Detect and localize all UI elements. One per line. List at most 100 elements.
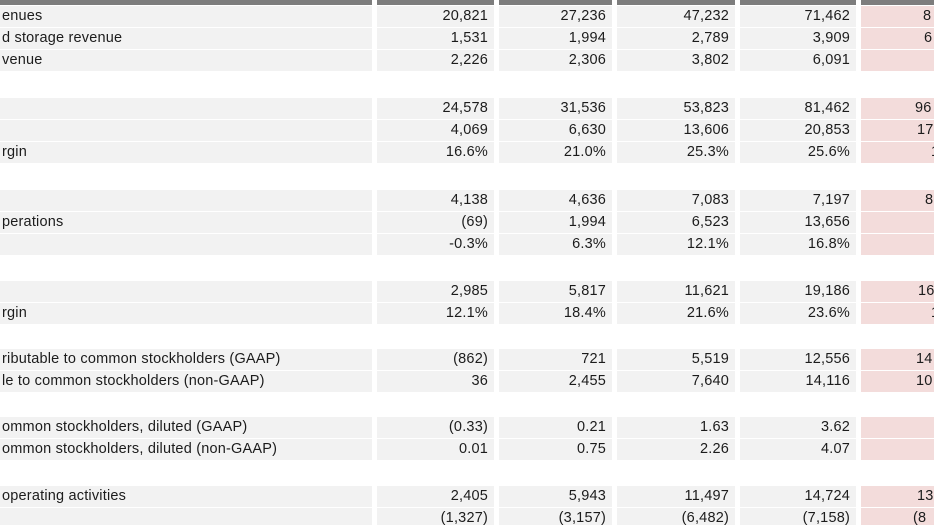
row-label: d storage revenue	[0, 28, 372, 49]
clipped-value: 6	[924, 30, 933, 46]
value-cell: 7,197	[740, 190, 856, 211]
value-cell: 12.1%	[377, 303, 494, 324]
value-cell: 25.3%	[617, 142, 735, 163]
value-cell: 7,083	[617, 190, 735, 211]
value-cell: 5,817	[499, 281, 612, 302]
value-cell: 2,226	[377, 50, 494, 71]
value-cell: 2,455	[499, 371, 612, 392]
highlight-cell	[861, 417, 934, 438]
value-cell: (69)	[377, 212, 494, 233]
value-cell: 3,802	[617, 50, 735, 71]
highlight-cell: 8	[861, 190, 934, 211]
value-cell: 0.21	[499, 417, 612, 438]
value-cell: 47,232	[617, 6, 735, 27]
highlight-cell	[861, 50, 934, 71]
section-gap	[0, 256, 934, 281]
highlight-cell: 16	[861, 281, 934, 302]
value-cell: 13,656	[740, 212, 856, 233]
highlight-cell: 14	[861, 349, 934, 370]
value-cell: 27,236	[499, 6, 612, 27]
value-cell: 6,523	[617, 212, 735, 233]
section-gap	[0, 164, 934, 190]
value-cell: 21.0%	[499, 142, 612, 163]
value-cell: 2,789	[617, 28, 735, 49]
value-cell: 14,116	[740, 371, 856, 392]
highlight-cell: 10	[861, 371, 934, 392]
row-label: rgin	[0, 142, 372, 163]
table-row: ommon stockholders, diluted (GAAP) (0.33)…	[0, 417, 934, 438]
section-gap	[0, 72, 934, 98]
highlight-cell: 17	[861, 120, 934, 141]
value-cell: 1,994	[499, 28, 612, 49]
value-cell: 20,821	[377, 6, 494, 27]
value-cell: 5,519	[617, 349, 735, 370]
table-row: operating activities 2,405 5,943 11,497 14,7…	[0, 486, 934, 507]
value-cell: 36	[377, 371, 494, 392]
row-label: ommon stockholders, diluted (non-GAAP)	[0, 439, 372, 460]
value-cell: 16.8%	[740, 234, 856, 255]
table-row: le to common stockholders (non-GAAP) 36 2,…	[0, 371, 934, 392]
value-cell: (3,157)	[499, 508, 612, 525]
table-row: d storage revenue 1,531 1,994 2,789 3,909 6	[0, 28, 934, 49]
value-cell: 6.3%	[499, 234, 612, 255]
clipped-value: 17	[917, 122, 934, 138]
value-cell: 14,724	[740, 486, 856, 507]
header-segment	[377, 0, 494, 5]
row-label	[0, 190, 372, 211]
clipped-value: 10	[916, 373, 933, 389]
value-cell: 12,556	[740, 349, 856, 370]
row-label	[0, 98, 372, 119]
value-cell: 6,091	[740, 50, 856, 71]
value-cell: 7,640	[617, 371, 735, 392]
highlight-cell: 8	[861, 6, 934, 27]
highlight-cell: 6	[861, 28, 934, 49]
value-cell: 13,606	[617, 120, 735, 141]
clipped-value: 8	[923, 8, 932, 24]
clipped-value: 13	[917, 488, 934, 504]
value-cell: 0.75	[499, 439, 612, 460]
value-cell: 71,462	[740, 6, 856, 27]
value-cell: 21.6%	[617, 303, 735, 324]
value-cell: 1,994	[499, 212, 612, 233]
value-cell: 3.62	[740, 417, 856, 438]
highlight-cell: (8	[861, 508, 934, 525]
value-cell: 20,853	[740, 120, 856, 141]
value-cell: (6,482)	[617, 508, 735, 525]
value-cell: 1.63	[617, 417, 735, 438]
row-label	[0, 281, 372, 302]
value-cell: 31,536	[499, 98, 612, 119]
table-row: perations (69) 1,994 6,523 13,656	[0, 212, 934, 233]
row-label: ributable to common stockholders (GAAP)	[0, 349, 372, 370]
value-cell: 81,462	[740, 98, 856, 119]
value-cell: 6,630	[499, 120, 612, 141]
row-label	[0, 234, 372, 255]
row-label	[0, 508, 372, 525]
value-cell: 18.4%	[499, 303, 612, 324]
row-label: ommon stockholders, diluted (GAAP)	[0, 417, 372, 438]
value-cell: 19,186	[740, 281, 856, 302]
table-row: ributable to common stockholders (GAAP)(…	[0, 349, 934, 370]
table-row: 24,578 31,536 53,823 81,462 96	[0, 98, 934, 119]
value-cell: 23.6%	[740, 303, 856, 324]
clipped-value: 1	[931, 142, 934, 163]
value-cell: 25.6%	[740, 142, 856, 163]
row-label: operating activities	[0, 486, 372, 507]
clipped-value: 16	[918, 283, 934, 299]
row-label: le to common stockholders (non-GAAP)	[0, 371, 372, 392]
section-gap	[0, 393, 934, 417]
highlight-cell	[861, 234, 934, 255]
value-cell: 1,531	[377, 28, 494, 49]
value-cell: 24,578	[377, 98, 494, 119]
value-cell: 12.1%	[617, 234, 735, 255]
highlight-cell: 1	[861, 142, 934, 163]
value-cell: (1,327)	[377, 508, 494, 525]
value-cell: 2,405	[377, 486, 494, 507]
value-cell: 4,138	[377, 190, 494, 211]
row-label: rgin	[0, 303, 372, 324]
value-cell: (0.33)	[377, 417, 494, 438]
table-body: enues 20,821 27,236 47,232 71,462 8 d storage …	[0, 6, 934, 525]
value-cell: 4,069	[377, 120, 494, 141]
